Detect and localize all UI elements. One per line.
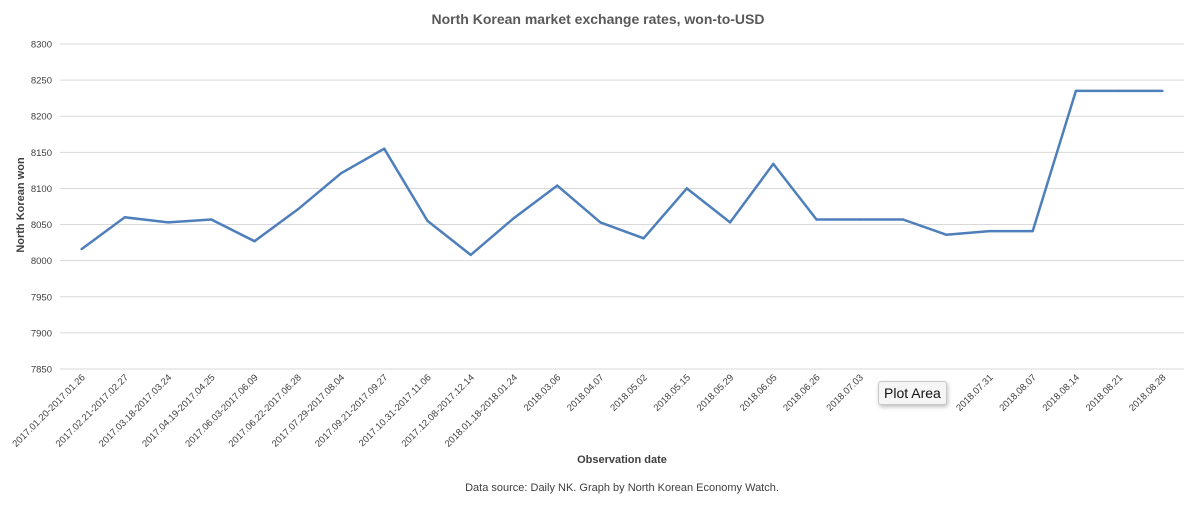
data-point (1117, 89, 1121, 93)
y-tick-label: 8050 (31, 220, 52, 231)
x-tick-label: 2018.08.21 (1084, 372, 1125, 413)
x-tick-label: 2018.08.07 (997, 372, 1038, 413)
x-tick-label: 2017.09.21-2017.09.27 (313, 372, 390, 449)
data-point (772, 162, 775, 166)
x-tick-label: 2018.05.15 (652, 372, 693, 413)
data-point (80, 247, 83, 251)
chart-title: North Korean market exchange rates, won-… (432, 11, 765, 27)
series-line (80, 89, 1163, 257)
data-point (945, 233, 948, 236)
y-tick-label: 8300 (31, 40, 52, 51)
data-point (166, 221, 170, 224)
data-point (426, 219, 429, 223)
data-point (555, 184, 559, 187)
x-tick-label: 2017.10.31-2017.11.06 (357, 372, 434, 449)
x-tick-label: 2018.07.31 (954, 372, 995, 413)
x-tick-label: 2017.12.08-2017.12.14 (400, 372, 477, 449)
x-tick-label: 2018.05.29 (695, 372, 736, 413)
x-tick-label: 2018.08.28 (1127, 372, 1168, 413)
y-tick-label: 8150 (31, 148, 52, 159)
x-tick-label: 2018.01.18-2018.01.24 (443, 372, 520, 449)
x-tick-label: 2018.05.02 (608, 372, 649, 413)
y-tick-label: 8100 (31, 184, 52, 195)
y-tick-label: 7850 (31, 365, 52, 376)
data-point (1031, 229, 1034, 233)
data-point (685, 187, 689, 190)
x-axis-tick-labels: 2017.01.20-2017.01.262017.02.21-2017.02.… (10, 372, 1168, 449)
x-tick-label: 2018.06.26 (781, 372, 822, 413)
y-tick-label: 8200 (31, 112, 52, 123)
source-note: Data source: Daily NK. Graph by North Ko… (465, 482, 779, 494)
x-tick-label: 2018.03.06 (522, 372, 563, 413)
data-point (1161, 89, 1164, 93)
x-tick-label: 2018.06.05 (738, 372, 779, 413)
y-axis-tick-labels: 7850 7900 7950 8000 8050 8100 8150 8200 8250 8300 (31, 40, 52, 376)
data-point (858, 218, 861, 221)
x-tick-label: 2017.06.22-2017.06.28 (227, 372, 304, 449)
data-point (339, 172, 343, 175)
y-axis-title: North Korean won (15, 157, 27, 253)
x-tick-label: 2017.07.29-2017.08.04 (270, 372, 347, 449)
x-tick-label: 2018.04.07 (565, 372, 606, 413)
data-point (383, 147, 386, 150)
data-point (469, 253, 472, 257)
data-point (988, 229, 991, 233)
plot-area-tooltip: Plot Area (878, 381, 947, 405)
y-tick-label: 8000 (31, 256, 52, 267)
data-point (642, 237, 645, 240)
data-point (253, 239, 256, 243)
data-point (815, 218, 818, 221)
data-point (1074, 89, 1078, 93)
x-tick-label: 2017.01.20-2017.01.26 (10, 372, 87, 449)
data-point (296, 208, 299, 211)
series-line-group (80, 89, 1164, 257)
data-point (599, 221, 602, 224)
y-tick-label: 7900 (31, 328, 52, 339)
data-point (123, 216, 127, 219)
data-point (728, 221, 732, 224)
x-tick-label: 2017.02.21-2017.02.27 (54, 372, 131, 449)
data-point (210, 218, 213, 221)
x-tick-label: 2017.04.19-2017.04.25 (140, 372, 217, 449)
data-point (901, 218, 905, 221)
gridlines (60, 43, 1184, 370)
y-tick-label: 8250 (31, 76, 52, 87)
x-tick-label: 2018.08.14 (1041, 372, 1082, 413)
data-point (512, 216, 516, 220)
x-tick-label: 2017.06.03-2017.06.09 (183, 372, 260, 449)
x-tick-label: 2017.03.18-2017.03.24 (97, 372, 174, 449)
x-tick-label: 2018.07.03 (824, 372, 865, 413)
x-axis-title: Observation date (577, 454, 667, 466)
y-tick-label: 7950 (31, 292, 52, 303)
